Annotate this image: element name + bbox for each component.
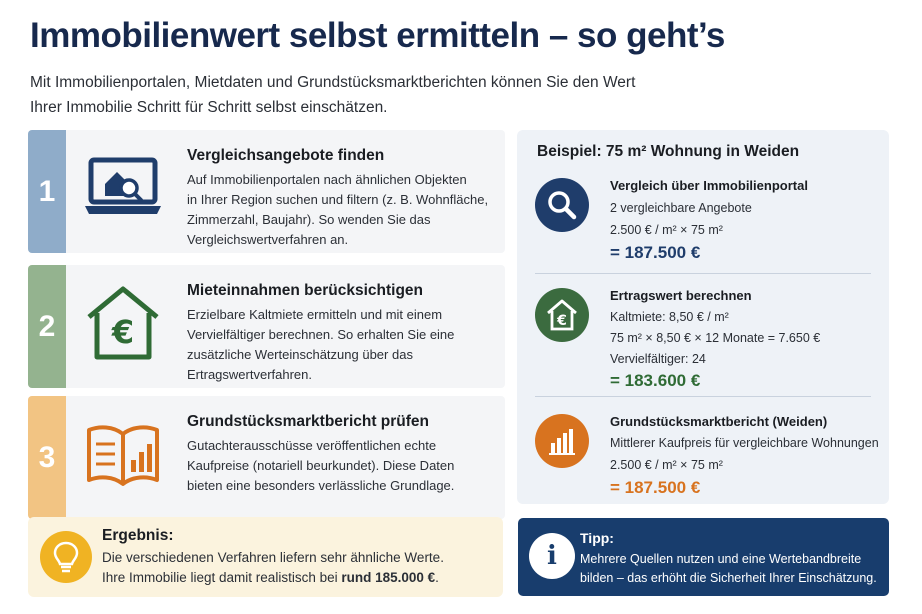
tip-text: Mehrere Quellen nutzen und eine Werteban… — [580, 552, 862, 566]
result-heading: Ergebnis: — [102, 527, 174, 544]
tip-box: i Tipp: Mehrere Quellen nutzen und eine … — [518, 518, 889, 596]
step-title: Vergleichsangebote finden — [187, 147, 385, 164]
example-result: = 183.600 € — [610, 371, 701, 390]
laptop-house-search-icon — [83, 148, 163, 228]
example-result: = 187.500 € — [610, 243, 701, 262]
result-box: Ergebnis: Die verschiedenen Verfahren li… — [28, 517, 503, 597]
example-title: Beispiel: 75 m² Wohnung in Weiden — [537, 143, 800, 160]
example-heading: Grundstücksmarktbericht (Weiden) — [610, 414, 828, 429]
result-text: Die verschiedenen Verfahren liefern sehr… — [102, 550, 444, 565]
step-description: Gutachterausschüsse veröffentlichen echt… — [187, 438, 455, 493]
example-panel: Beispiel: 75 m² Wohnung in Weiden Vergle… — [517, 130, 889, 504]
step-description: Auf Immobilienportalen nach ähnlichen Ob… — [187, 172, 489, 247]
example-heading: Vergleich über Immobilienportal — [610, 178, 808, 193]
example-line: Kaltmiete: 8,50 € / m² — [610, 310, 729, 324]
step-description: Erzielbare Kaltmiete ermitteln und mit e… — [187, 307, 455, 382]
intro-text: Mit Immobilienportalen, Mietdaten und Gr… — [30, 70, 690, 120]
step-card-1: 1 Vergleichsangebote finden Auf Immobili… — [28, 130, 505, 253]
info-icon: i — [529, 533, 575, 579]
house-euro-icon: € — [535, 288, 589, 342]
example-line: Vervielfältiger: 24 — [610, 352, 706, 366]
step-number: 3 — [28, 396, 66, 519]
svg-text:€: € — [556, 313, 567, 329]
example-line: 2.500 € / m² × 75 m² — [610, 458, 723, 472]
house-euro-icon: € — [83, 283, 163, 363]
intro-line: Mit Immobilienportalen, Mietdaten und Gr… — [30, 74, 636, 91]
page-title: Immobilienwert selbst ermitteln – so geh… — [30, 16, 725, 55]
step-number: 1 — [28, 130, 66, 253]
step-card-3: 3 Grundstücksmarktbericht prüfen Gutacht… — [28, 396, 505, 519]
open-book-chart-icon — [83, 414, 163, 494]
divider — [535, 273, 871, 274]
magnifier-icon — [535, 178, 589, 232]
example-line: Mittlerer Kaufpreis für vergleichbare Wo… — [610, 436, 879, 450]
example-line: 75 m² × 8,50 € × 12 Monate = 7.650 € — [610, 331, 821, 345]
intro-line: Ihrer Immobilie Schritt für Schritt selb… — [30, 99, 388, 116]
step-title: Mieteinnahmen berücksichtigen — [187, 282, 423, 299]
example-line: 2 vergleichbare Angebote — [610, 201, 752, 215]
svg-text:€: € — [111, 313, 134, 351]
example-line: 2.500 € / m² × 75 m² — [610, 223, 723, 237]
result-text: Ihre Immobilie liegt damit realistisch b… — [102, 570, 439, 585]
example-result: = 187.500 € — [610, 478, 701, 497]
step-card-2: 2 € Mieteinnahmen berücksichtigen Erziel… — [28, 265, 505, 388]
result-value: rund 185.000 € — [341, 570, 436, 585]
example-heading: Ertragswert berechnen — [610, 288, 752, 303]
divider — [535, 396, 871, 397]
step-title: Grundstücksmarktbericht prüfen — [187, 413, 430, 430]
tip-heading: Tipp: — [580, 530, 614, 546]
tip-text: bilden – das erhöht die Sicherheit Ihrer… — [580, 571, 877, 585]
bar-chart-icon — [535, 414, 589, 468]
step-number: 2 — [28, 265, 66, 388]
lightbulb-icon — [40, 531, 92, 583]
